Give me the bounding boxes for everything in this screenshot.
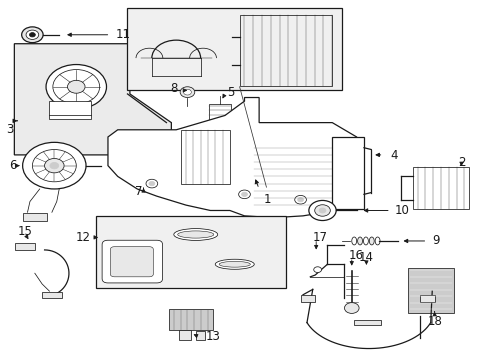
Text: 10: 10 (394, 204, 409, 217)
Bar (22, 213, 47, 221)
Circle shape (313, 267, 321, 273)
Circle shape (21, 27, 43, 42)
Text: 2: 2 (457, 156, 464, 168)
Text: 3: 3 (6, 123, 14, 136)
Polygon shape (14, 44, 171, 155)
Text: 13: 13 (205, 330, 220, 343)
Circle shape (241, 192, 247, 197)
Text: 18: 18 (427, 315, 441, 328)
Text: 8: 8 (170, 82, 177, 95)
Text: 11: 11 (115, 28, 130, 41)
Circle shape (344, 303, 358, 314)
Text: 16: 16 (348, 249, 364, 262)
Circle shape (183, 89, 191, 95)
Bar (331, 137, 363, 209)
Circle shape (50, 162, 59, 169)
Circle shape (149, 181, 155, 186)
Text: 15: 15 (18, 225, 32, 238)
Circle shape (180, 87, 194, 98)
Circle shape (297, 198, 303, 202)
Bar (127, 8, 341, 90)
Bar (15, 243, 35, 250)
Circle shape (22, 142, 86, 189)
Bar (178, 330, 190, 340)
Circle shape (319, 208, 325, 213)
Text: 17: 17 (312, 231, 327, 244)
Circle shape (294, 195, 306, 204)
FancyBboxPatch shape (110, 247, 153, 277)
Ellipse shape (374, 237, 379, 245)
Ellipse shape (219, 261, 250, 267)
Ellipse shape (177, 231, 213, 238)
FancyBboxPatch shape (102, 240, 162, 283)
Ellipse shape (363, 237, 367, 245)
Circle shape (26, 30, 39, 40)
Ellipse shape (173, 229, 217, 240)
Bar (135, 176, 152, 187)
Bar (300, 296, 315, 302)
Circle shape (238, 190, 250, 199)
Text: 14: 14 (358, 251, 373, 264)
Circle shape (67, 80, 85, 93)
Bar (195, 331, 205, 340)
Circle shape (314, 205, 330, 216)
Polygon shape (108, 98, 361, 218)
Bar (419, 296, 434, 302)
Ellipse shape (351, 237, 356, 245)
Text: 6: 6 (9, 159, 17, 172)
Text: 9: 9 (431, 234, 439, 247)
Text: 7: 7 (135, 185, 142, 198)
Ellipse shape (368, 237, 373, 245)
Ellipse shape (357, 237, 362, 245)
Text: 4: 4 (390, 149, 397, 162)
Text: 1: 1 (264, 193, 271, 206)
Text: 5: 5 (227, 86, 234, 99)
Bar (209, 104, 230, 127)
Bar (168, 309, 212, 330)
Ellipse shape (215, 259, 254, 269)
Bar (49, 101, 91, 119)
Circle shape (308, 201, 335, 221)
Bar (407, 268, 453, 313)
Bar (412, 167, 468, 209)
Bar (353, 320, 380, 325)
Bar (42, 292, 61, 298)
Circle shape (44, 158, 64, 173)
Circle shape (29, 33, 35, 37)
Circle shape (146, 179, 158, 188)
Text: 12: 12 (76, 231, 91, 244)
Circle shape (46, 64, 106, 109)
Bar (239, 15, 331, 86)
Bar (96, 216, 285, 288)
Bar (181, 130, 229, 184)
